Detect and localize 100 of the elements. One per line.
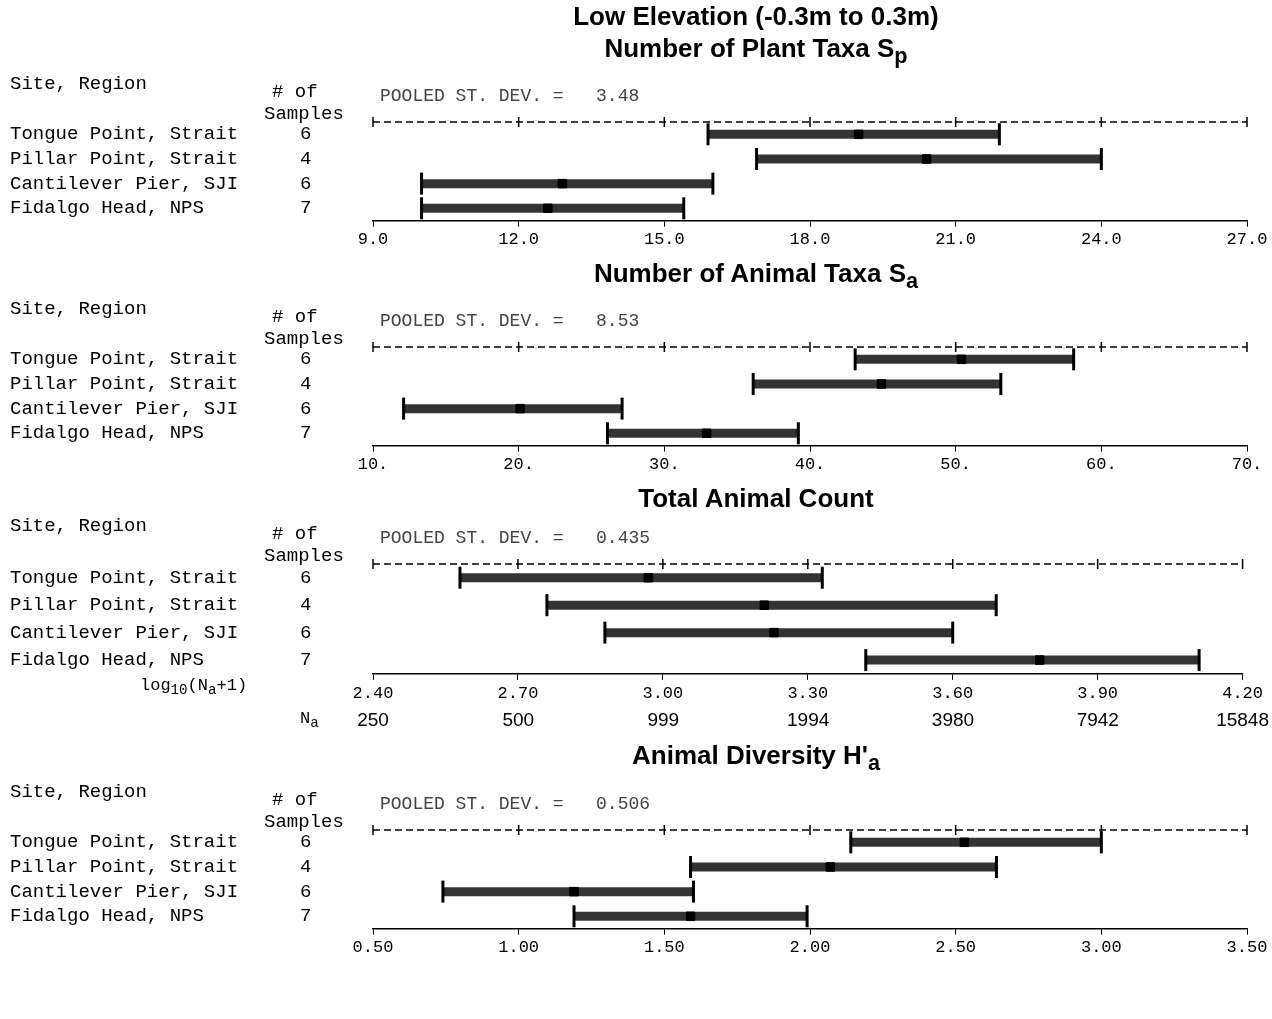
text: POOLED ST. DEV. = 8.53 <box>380 311 640 332</box>
text: 4 <box>300 855 312 878</box>
text: 7 <box>300 197 312 220</box>
point <box>1034 655 1045 666</box>
text: # of Samples <box>264 788 344 833</box>
point <box>643 573 654 583</box>
text: 4 <box>300 373 312 396</box>
text: 7 <box>300 904 312 927</box>
x-tick-label: 1.50 <box>643 937 685 957</box>
point <box>569 886 579 896</box>
point <box>769 628 779 638</box>
text: POOLED ST. DEV. = 0.435 <box>380 528 651 549</box>
text: Site, Region <box>10 73 147 96</box>
x2-tick-label: 500 <box>502 709 535 731</box>
text: 6 <box>300 830 312 853</box>
x-tick-label: 2.00 <box>789 937 831 957</box>
chart-title: Total Animal Count <box>637 482 875 515</box>
y-tick-label: Fidalgo Head, NPS <box>10 904 204 927</box>
x-tick-label: 70. <box>1231 455 1263 475</box>
x-tick-label: 40. <box>794 455 826 475</box>
x-tick-label: 3.00 <box>642 683 684 703</box>
point <box>685 911 696 921</box>
y-tick-label: Cantilever Pier, SJI <box>10 880 239 903</box>
text: Site, Region <box>10 515 147 538</box>
point <box>557 179 568 189</box>
x-tick-label: 9.0 <box>357 230 389 250</box>
x-tick-label: 3.90 <box>1077 683 1119 703</box>
x-tick-label: 60. <box>1086 455 1117 475</box>
y-tick-label: Tongue Point, Strait <box>10 123 239 146</box>
x-tick-label: 3.30 <box>787 683 829 703</box>
x-tick-label: 2.70 <box>497 683 539 703</box>
chart-title: Animal Diversity H'$_{a}$ <box>631 739 882 778</box>
text: 6 <box>300 880 312 903</box>
x-tick-label: 10. <box>357 455 389 475</box>
text: 6 <box>300 398 312 421</box>
text: # of Samples <box>264 81 344 126</box>
x2-tick-label: 7942 <box>1076 709 1119 731</box>
point <box>876 379 887 390</box>
x-tick-label: 3.00 <box>1080 937 1122 957</box>
text: 4 <box>300 594 312 617</box>
x-tick-label: 24.0 <box>1080 230 1122 250</box>
chart-subtitle: Number of Plant Taxa S$_{p}$ <box>603 32 909 71</box>
text: 6 <box>300 348 312 371</box>
y-tick-label: Cantilever Pier, SJI <box>10 398 239 421</box>
chart-title: Low Elevation (-0.3m to 0.3m) <box>572 0 940 32</box>
text: POOLED ST. DEV. = 3.48 <box>380 85 640 106</box>
y-tick-label: Pillar Point, Strait <box>10 148 239 171</box>
point <box>921 154 932 164</box>
point <box>959 837 970 847</box>
x-tick-label: 4.20 <box>1222 683 1263 703</box>
point <box>543 203 553 214</box>
x2-tick-label: 250 <box>357 709 389 731</box>
text: 6 <box>300 622 312 645</box>
y-tick-label: Tongue Point, Strait <box>10 830 239 853</box>
point <box>759 600 770 611</box>
y-tick-label: Pillar Point, Strait <box>10 373 239 396</box>
point <box>515 404 525 414</box>
text: Site, Region <box>10 298 147 321</box>
point <box>701 428 712 439</box>
x-tick-label: 15.0 <box>643 230 685 250</box>
x-tick-label: 12.0 <box>498 230 540 250</box>
y-tick-label: Tongue Point, Strait <box>10 567 239 590</box>
chart-title: Number of Animal Taxa S$_{a}$ <box>592 257 920 296</box>
y-tick-label: Cantilever Pier, SJI <box>10 622 239 645</box>
x-tick-label: 18.0 <box>789 230 831 250</box>
x2-tick-label: 1994 <box>787 709 830 731</box>
text: 6 <box>300 567 312 590</box>
x-tick-label: 27.0 <box>1226 230 1268 250</box>
x-tick-label: 1.00 <box>498 937 540 957</box>
x-tick-label: 2.40 <box>352 683 394 703</box>
x-tick-label: 3.60 <box>932 683 974 703</box>
y-tick-label: Fidalgo Head, NPS <box>10 197 204 220</box>
y-tick-label: Fidalgo Head, NPS <box>10 422 204 445</box>
y-tick-label: Fidalgo Head, NPS <box>10 649 204 672</box>
x-tick-label: 30. <box>649 455 680 475</box>
text: 6 <box>300 172 312 195</box>
x-tick-label: 50. <box>940 455 971 475</box>
point <box>853 129 864 140</box>
y-tick-label: Tongue Point, Strait <box>10 348 239 371</box>
x-tick-label: 0.50 <box>352 937 394 957</box>
y-tick-label: Pillar Point, Strait <box>10 594 239 617</box>
x2-tick-label: 3980 <box>931 709 975 731</box>
point <box>825 861 836 872</box>
point <box>956 354 967 365</box>
x-tick-label: 3.50 <box>1226 937 1268 957</box>
x-tick-label: 21.0 <box>935 230 977 250</box>
text: 7 <box>300 422 312 445</box>
x-axis-title: log$_{10}$(N$_{a}$+1) <box>140 676 248 699</box>
x-tick-label: 20. <box>503 455 534 475</box>
text: 7 <box>300 649 312 672</box>
text: 6 <box>300 123 312 146</box>
x2-tick-label: 15848 <box>1216 709 1269 731</box>
y-tick-label: Pillar Point, Strait <box>10 855 239 878</box>
x2-tick-label: 999 <box>647 709 680 731</box>
text: # of Samples <box>264 306 344 351</box>
x2-axis-title: N$_{a}$ <box>300 708 319 731</box>
text: POOLED ST. DEV. = 0.506 <box>380 793 651 814</box>
x-tick-label: 2.50 <box>935 937 977 957</box>
text: # of Samples <box>264 523 344 568</box>
y-tick-label: Cantilever Pier, SJI <box>10 172 239 195</box>
